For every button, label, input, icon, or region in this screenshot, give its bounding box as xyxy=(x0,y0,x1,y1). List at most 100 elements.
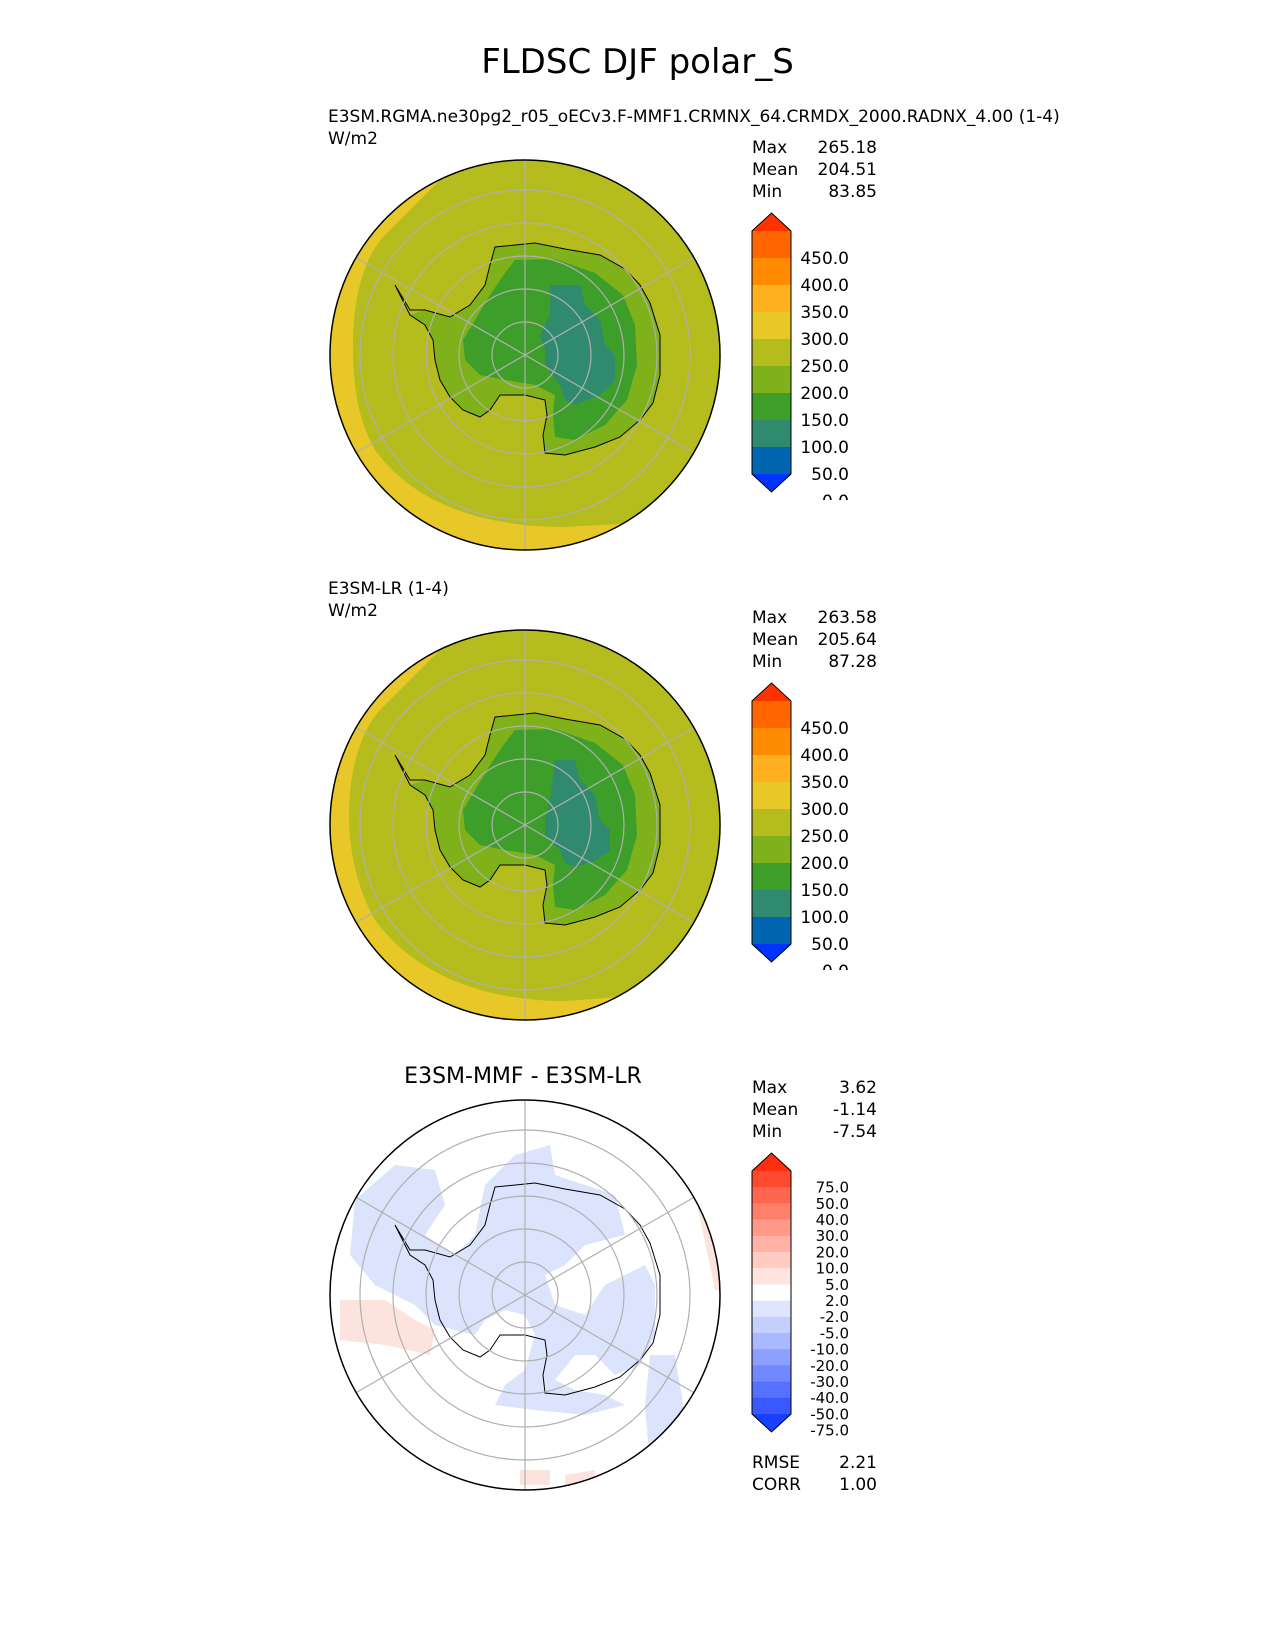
colorbar-segment xyxy=(752,1187,791,1204)
colorbar-extend-max xyxy=(752,683,791,701)
colorbar-segment xyxy=(752,366,791,394)
colorbar-segment xyxy=(752,701,791,729)
colorbar-tick-label: 100.0 xyxy=(800,438,849,458)
colorbar-segment xyxy=(752,1203,791,1221)
colorbar-tick-label: 350.0 xyxy=(800,303,849,323)
colorbar-tick-label: 20.0 xyxy=(816,1243,849,1261)
graticule xyxy=(351,160,699,550)
colorbar-segment xyxy=(752,312,791,340)
colorbar-outline xyxy=(751,682,792,963)
colorbar-tick-label: 350.0 xyxy=(800,773,849,793)
colorbar-tick-label: -40.0 xyxy=(810,1389,849,1407)
colorbar-segment xyxy=(752,447,791,475)
colorbar-segment xyxy=(752,1333,791,1350)
colorbar-segment xyxy=(752,728,791,756)
colorbar-segment xyxy=(752,1397,791,1415)
panel2-stats: Max 263.58 Mean 205.64 Min 87.28 xyxy=(752,607,877,673)
panel2-units: W/m2 xyxy=(328,601,378,621)
colorbar-tick-label: 400.0 xyxy=(800,276,849,296)
colorbar-extend-min xyxy=(752,474,791,492)
colorbar-tick-label: 450.0 xyxy=(800,719,849,739)
metric-rmse: RMSE 2.21 xyxy=(752,1453,877,1473)
stat-max: Max 3.62 xyxy=(752,1078,877,1098)
figure-title: FLDSC DJF polar_S xyxy=(481,42,794,82)
colorbar-segment xyxy=(752,782,791,810)
colorbar-segment xyxy=(752,1252,791,1269)
panel3-colorbar: 75.050.040.030.020.010.05.02.0-2.0-5.0-1… xyxy=(751,1152,849,1440)
colorbar-segment xyxy=(752,863,791,891)
colorbar-segment xyxy=(752,1284,791,1302)
colorbar-segment xyxy=(752,1316,791,1334)
colorbar-tick-label: 300.0 xyxy=(800,330,849,350)
colorbar-tick-label: 0.0 xyxy=(822,962,849,970)
colorbar-tick-label: 5.0 xyxy=(825,1276,849,1294)
panel1-colorbar: 450.0 400.0 350.0 300.0 250.0 200.0 150.0 100.0… xyxy=(751,212,849,500)
colorbar-segment xyxy=(752,1300,791,1318)
colorbar-tick-label: 200.0 xyxy=(800,854,849,874)
colorbar-segment xyxy=(752,1171,791,1188)
colorbar-tick-label: 150.0 xyxy=(800,411,849,431)
colorbar-tick-label: 10.0 xyxy=(816,1260,849,1278)
colorbar-segment xyxy=(752,890,791,918)
colorbar-ticks: 450.0 400.0 350.0 300.0 250.0 200.0 150.0 100.0… xyxy=(800,249,849,500)
colorbar-ticks: 75.050.040.030.020.010.05.02.0-2.0-5.0-1… xyxy=(810,1179,849,1440)
colorbar-tick-label: -50.0 xyxy=(810,1405,849,1423)
colorbar-tick-label: 50.0 xyxy=(811,465,849,485)
colorbar-segment xyxy=(752,231,791,259)
colorbar-segments xyxy=(751,212,792,493)
colorbar-segment xyxy=(752,917,791,945)
colorbar-tick-label: -2.0 xyxy=(820,1308,849,1326)
colorbar-tick-label: 150.0 xyxy=(800,881,849,901)
panel2-title: E3SM-LR (1-4) xyxy=(328,579,449,599)
colorbar-tick-label: -10.0 xyxy=(810,1341,849,1359)
colorbar-extend-min xyxy=(752,1414,791,1432)
colorbar-tick-label: 30.0 xyxy=(816,1227,849,1245)
stat-min: Min 87.28 xyxy=(752,652,877,672)
colorbar-segment xyxy=(752,1349,791,1366)
panel3-metrics: RMSE 2.21 CORR 1.00 xyxy=(752,1452,877,1496)
colorbar-tick-label: -30.0 xyxy=(810,1373,849,1391)
colorbar-segment xyxy=(752,393,791,421)
colorbar-segment xyxy=(752,836,791,864)
colorbar-extend-max xyxy=(752,1153,791,1171)
colorbar-segment xyxy=(752,809,791,837)
map-boundary xyxy=(329,629,721,1021)
panel3-stats: Max 3.62 Mean -1.14 Min -7.54 xyxy=(752,1077,877,1143)
antarctica-core xyxy=(545,760,610,867)
stat-max: Max 265.18 xyxy=(752,138,877,158)
metric-corr: CORR 1.00 xyxy=(752,1475,877,1495)
colorbar-extend-max xyxy=(752,213,791,231)
colorbar-tick-label: 200.0 xyxy=(800,384,849,404)
colorbar-tick-label: 100.0 xyxy=(800,908,849,928)
stat-mean: Mean 204.51 xyxy=(752,160,877,180)
graticule xyxy=(351,1100,699,1490)
graticule xyxy=(351,630,699,1020)
colorbar-tick-label: -20.0 xyxy=(810,1357,849,1375)
colorbar-segment xyxy=(752,285,791,313)
colorbar-tick-label: 75.0 xyxy=(816,1179,849,1197)
stat-mean: Mean 205.64 xyxy=(752,630,877,650)
colorbar-ticks: 450.0 400.0 350.0 300.0 250.0 200.0 150.0 100.0… xyxy=(800,719,849,970)
colorbar-segment xyxy=(752,1219,791,1237)
panel3-map xyxy=(329,1099,721,1491)
colorbar-segment xyxy=(752,755,791,783)
colorbar-segment xyxy=(752,1268,791,1285)
colorbar-tick-label: 50.0 xyxy=(816,1195,849,1213)
positive-anomaly-region xyxy=(340,1300,435,1355)
panel1-map xyxy=(329,159,721,551)
positive-anomaly-region xyxy=(520,1470,550,1485)
colorbar-tick-label: 40.0 xyxy=(816,1211,849,1229)
panel1-stats: Max 265.18 Mean 204.51 Min 83.85 xyxy=(752,137,877,203)
colorbar-segment xyxy=(752,258,791,286)
colorbar-tick-label: 2.0 xyxy=(825,1292,849,1310)
colorbar-outline xyxy=(751,1152,792,1433)
colorbar-tick-label: -5.0 xyxy=(820,1324,849,1342)
colorbar-segment xyxy=(752,339,791,367)
colorbar-tick-label: 400.0 xyxy=(800,746,849,766)
colorbar-tick-label: 300.0 xyxy=(800,800,849,820)
stat-min: Min -7.54 xyxy=(752,1122,877,1142)
colorbar-segment xyxy=(752,1365,791,1383)
map-boundary xyxy=(329,159,721,551)
panel3-title: E3SM-MMF - E3SM-LR xyxy=(404,1064,642,1089)
panel2-map xyxy=(329,629,721,1021)
